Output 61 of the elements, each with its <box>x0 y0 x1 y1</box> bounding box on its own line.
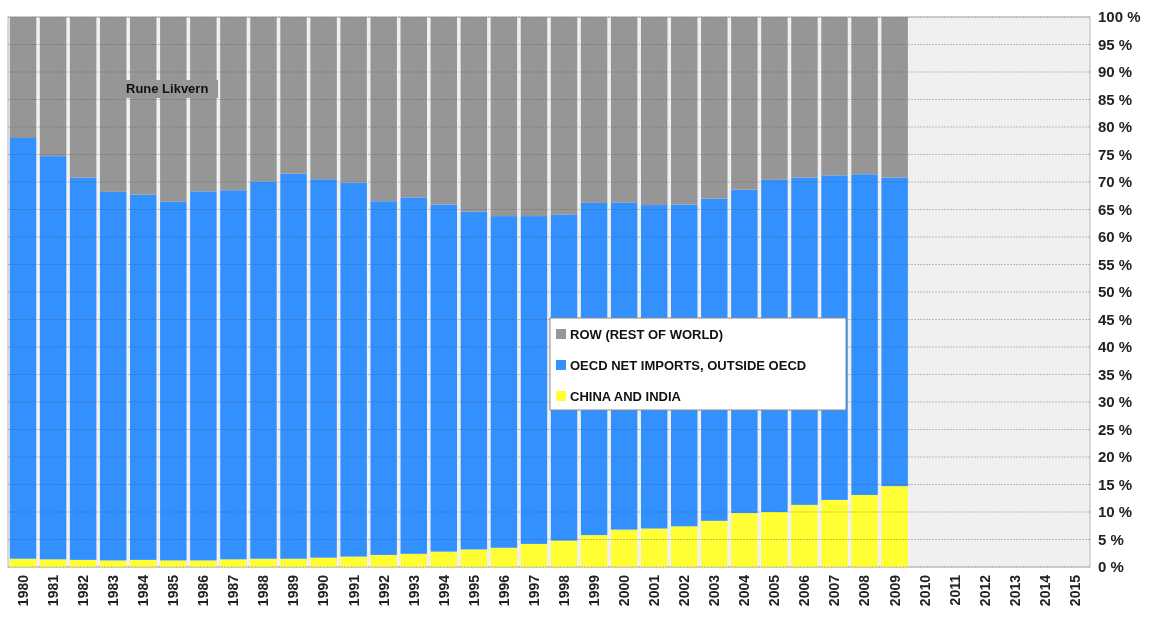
legend-label: OECD NET IMPORTS, OUTSIDE OECD <box>570 357 807 373</box>
x-tick-label: 1985 <box>165 574 182 607</box>
x-tick-label: 1990 <box>315 574 332 607</box>
x-tick-label: 1995 <box>465 574 482 607</box>
y-tick-label: 60 % <box>1098 228 1133 246</box>
x-tick-label: 2007 <box>826 574 843 607</box>
x-tick-label: 1984 <box>135 574 152 607</box>
y-tick-label: 75 % <box>1098 145 1133 163</box>
x-tick-label: 1992 <box>375 574 392 607</box>
x-tick-label: 2005 <box>766 574 783 607</box>
y-tick-label: 90 % <box>1098 63 1133 81</box>
y-tick-label: 70 % <box>1098 173 1133 191</box>
x-tick-label: 1981 <box>44 574 61 607</box>
annotation: Rune Likvern <box>126 81 209 96</box>
x-tick-label: 1993 <box>405 574 422 607</box>
x-tick-label: 1988 <box>255 574 272 607</box>
y-tick-label: 10 % <box>1098 503 1133 521</box>
x-tick-label: 2004 <box>736 574 753 607</box>
x-tick-label: 1982 <box>75 574 92 607</box>
x-tick-label: 1983 <box>105 574 122 607</box>
x-tick-label: 2001 <box>646 574 663 607</box>
y-tick-label: 100 % <box>1098 8 1141 26</box>
x-tick-label: 1986 <box>195 574 212 607</box>
y-tick-label: 50 % <box>1098 283 1133 301</box>
x-tick-label: 2011 <box>946 574 963 606</box>
x-tick-label: 2015 <box>1066 574 1083 607</box>
y-tick-label: 55 % <box>1098 255 1133 273</box>
y-tick-label: 95 % <box>1098 35 1133 53</box>
x-tick-label: 1994 <box>435 574 452 607</box>
y-tick-label: 40 % <box>1098 338 1133 356</box>
x-tick-label: 2008 <box>856 574 873 607</box>
y-tick-label: 35 % <box>1098 365 1133 383</box>
y-tick-label: 80 % <box>1098 118 1133 136</box>
x-tick-label: 1999 <box>585 574 602 607</box>
legend-label: ROW (REST OF WORLD) <box>570 326 724 342</box>
y-tick-label: 65 % <box>1098 200 1133 218</box>
x-tick-label: 1997 <box>525 574 542 607</box>
x-tick-label: 1991 <box>345 574 362 607</box>
x-tick-label: 2010 <box>916 574 933 607</box>
legend-label: CHINA AND INDIA <box>570 388 682 404</box>
x-tick-label: 2014 <box>1036 574 1053 607</box>
x-tick-label: 2006 <box>796 574 813 607</box>
x-tick-label: 1987 <box>225 574 242 607</box>
y-tick-label: 20 % <box>1098 448 1133 466</box>
x-tick-label: 1998 <box>555 574 572 607</box>
x-tick-label: 1980 <box>14 574 31 607</box>
x-tick-label: 1996 <box>495 574 512 607</box>
y-tick-label: 15 % <box>1098 475 1133 493</box>
x-tick-label: 1989 <box>285 574 302 607</box>
y-tick-label: 45 % <box>1098 310 1133 328</box>
y-tick-label: 0 % <box>1098 558 1124 576</box>
x-tick-label: 2009 <box>886 574 903 607</box>
x-tick-label: 2003 <box>706 574 723 607</box>
x-tick-label: 2013 <box>1006 574 1023 607</box>
x-tick-label: 2002 <box>676 574 693 607</box>
x-tick-label: 2000 <box>616 574 633 607</box>
y-tick-label: 85 % <box>1098 90 1133 108</box>
x-tick-label: 2012 <box>976 574 993 607</box>
y-tick-label: 30 % <box>1098 393 1133 411</box>
y-tick-label: 25 % <box>1098 420 1133 438</box>
y-tick-label: 5 % <box>1098 530 1124 548</box>
